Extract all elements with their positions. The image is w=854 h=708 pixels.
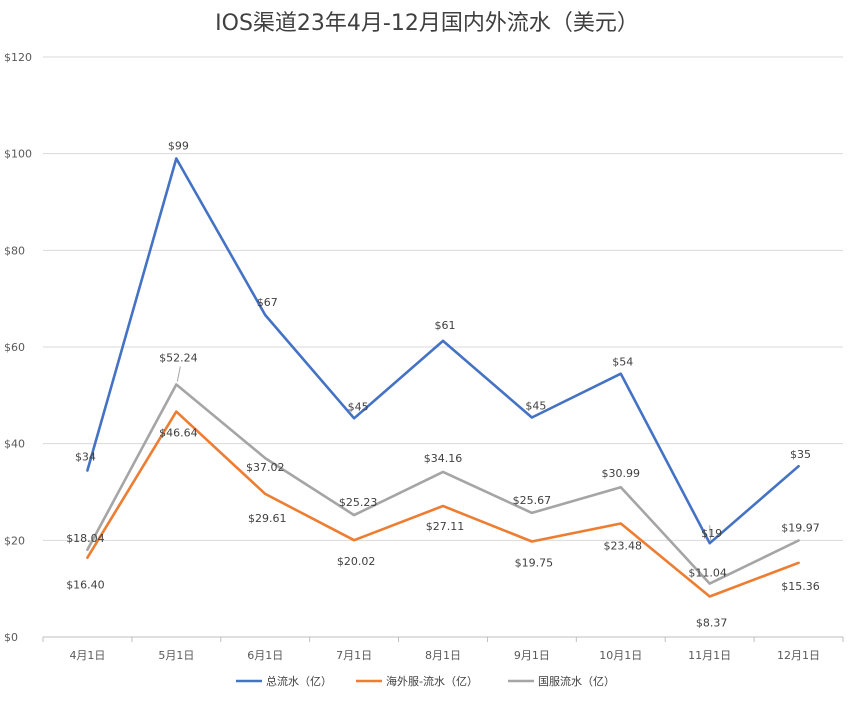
series-lines xyxy=(86,157,800,598)
data-label: $29.61 xyxy=(248,512,287,525)
data-label: $19.97 xyxy=(781,521,820,534)
y-tick-label: $20 xyxy=(4,534,25,547)
data-label: $16.40 xyxy=(66,579,105,592)
series-line-1 xyxy=(86,410,800,598)
series-line-2 xyxy=(86,383,800,585)
data-label: $54 xyxy=(612,356,633,369)
x-tick-label: 6月1日 xyxy=(247,649,283,662)
data-label: $30.99 xyxy=(602,467,641,480)
data-label: $35 xyxy=(790,448,811,461)
y-tick-label: $0 xyxy=(4,631,18,644)
data-label: $46.64 xyxy=(159,427,198,440)
data-label: $15.36 xyxy=(781,580,820,593)
data-label: $52.24 xyxy=(159,352,198,365)
x-tick-label: 11月1日 xyxy=(688,649,731,662)
x-tick-label: 10月1日 xyxy=(599,649,642,662)
data-label: $19 xyxy=(701,527,722,540)
data-labels: $34 $99 $67 $45 $61 $45 $54 $19 $35 $16.40 $46.64 $… xyxy=(66,140,820,630)
data-label: $19.75 xyxy=(515,557,554,570)
series-line-0 xyxy=(86,157,800,545)
data-label: $18.04 xyxy=(66,532,105,545)
chart-title: IOS渠道23年4月-12月国内外流水（美元） xyxy=(215,11,639,36)
data-label: $34.16 xyxy=(424,452,463,465)
y-tick-label: $40 xyxy=(4,438,25,451)
x-tick-label: 9月1日 xyxy=(514,649,550,662)
gridlines xyxy=(43,56,843,638)
data-label: $23.48 xyxy=(604,540,643,553)
leader-line xyxy=(709,525,712,541)
y-tick-label: $80 xyxy=(4,244,25,257)
data-label: $8.37 xyxy=(696,617,728,630)
data-label: $27.11 xyxy=(426,520,465,533)
legend-label: 国服流水（亿） xyxy=(538,674,615,688)
x-tick-label: 12月1日 xyxy=(777,649,820,662)
x-axis: 4月1日 5月1日 6月1日 7月1日 8月1日 9月1日 10月1日 11月1日 12月1日 xyxy=(42,637,844,662)
y-tick-label: $100 xyxy=(4,148,32,161)
data-label: $34 xyxy=(75,451,96,464)
y-tick-label: $60 xyxy=(4,341,25,354)
data-label: $20.02 xyxy=(337,555,376,568)
legend-label: 总流水（亿） xyxy=(266,674,332,688)
data-label: $45 xyxy=(348,400,369,413)
leader-line xyxy=(176,366,181,382)
x-tick-label: 4月1日 xyxy=(69,649,105,662)
y-axis: $0 $20 $40 $60 $80 $100 $120 xyxy=(4,51,32,644)
data-label: $99 xyxy=(168,140,189,153)
x-tick-label: 8月1日 xyxy=(425,649,461,662)
data-label: $25.23 xyxy=(339,496,378,509)
x-tick-label: 5月1日 xyxy=(158,649,194,662)
data-label: $37.02 xyxy=(246,461,285,474)
data-label: $11.04 xyxy=(688,567,727,580)
data-label: $61 xyxy=(435,319,456,332)
legend: 总流水（亿） 海外服-流水（亿） 国服流水（亿） xyxy=(236,674,615,688)
y-tick-label: $120 xyxy=(4,51,32,64)
data-label: $45 xyxy=(525,399,546,412)
x-tick-label: 7月1日 xyxy=(336,649,372,662)
legend-label: 海外服-流水（亿） xyxy=(386,674,478,688)
data-label: $25.67 xyxy=(513,494,552,507)
data-label: $67 xyxy=(257,296,278,309)
